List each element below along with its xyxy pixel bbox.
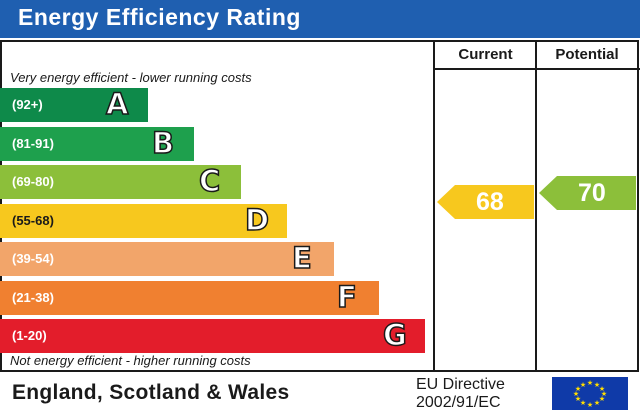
band-range-label: (69-80)	[12, 174, 54, 189]
svg-text:★: ★	[580, 381, 586, 389]
frame-right-border	[637, 40, 639, 372]
potential-column-header: Potential	[555, 46, 619, 63]
rating-band-d: (55-68) D	[0, 202, 287, 238]
band-range-label: (92+)	[12, 97, 43, 112]
svg-text:★: ★	[587, 401, 593, 409]
band-letter: E	[291, 240, 312, 276]
eu-flag-icon: ★ ★ ★ ★ ★ ★ ★ ★ ★ ★ ★ ★	[552, 377, 628, 410]
band-letter: C	[198, 163, 221, 199]
band-letter: F	[336, 279, 357, 315]
band-range-label: (39-54)	[12, 251, 54, 266]
eu-directive-label: EU Directive 2002/91/EC	[416, 376, 505, 412]
band-range-label: (81-91)	[12, 135, 54, 151]
svg-text:★: ★	[594, 399, 600, 407]
band-letter: G	[382, 317, 407, 353]
chart-title: Energy Efficiency Rating	[18, 4, 301, 30]
rating-band-f: (21-38) F	[0, 279, 379, 315]
svg-text:★: ★	[587, 379, 593, 387]
svg-text:★: ★	[575, 385, 581, 393]
band-range-label: (1-20)	[12, 328, 47, 343]
rating-band-a: (92+) A	[0, 86, 148, 122]
eu-directive-line2: 2002/91/EC	[416, 394, 501, 411]
potential-rating-value: 70	[578, 179, 606, 207]
svg-text:★: ★	[601, 390, 607, 398]
potential-column-divider	[535, 40, 537, 372]
eu-directive-line1: EU Directive	[416, 376, 505, 393]
svg-text:★: ★	[580, 399, 586, 407]
svg-text:★: ★	[575, 395, 581, 403]
current-rating-value: 68	[476, 188, 504, 216]
band-range-label: (55-68)	[12, 212, 54, 228]
svg-text:★: ★	[573, 390, 579, 398]
rating-band-e: (39-54) E	[0, 240, 334, 276]
region-label: England, Scotland & Wales	[12, 381, 290, 404]
column-header-divider	[434, 68, 640, 70]
current-column-header: Current	[458, 46, 513, 63]
current-rating-arrow	[437, 185, 534, 219]
bottom-note: Not energy efficient - higher running co…	[10, 353, 251, 368]
band-letter: B	[151, 125, 175, 161]
svg-text:★: ★	[599, 385, 605, 393]
eu-stars-icon: ★ ★ ★ ★ ★ ★ ★ ★ ★ ★ ★ ★	[573, 379, 607, 409]
rating-band-b: (81-91) B	[0, 125, 194, 161]
band-letter: D	[244, 202, 270, 238]
top-note: Very energy efficient - lower running co…	[10, 70, 252, 85]
current-column-divider	[433, 40, 435, 372]
rating-band-c: (69-80) C	[0, 163, 241, 199]
band-range-label: (21-38)	[12, 289, 54, 305]
svg-text:★: ★	[594, 381, 600, 389]
potential-rating-arrow	[539, 176, 636, 210]
header-bar: Energy Efficiency Rating	[0, 0, 640, 38]
rating-band-g: (1-20) G	[0, 317, 425, 353]
band-letter: A	[105, 86, 129, 122]
svg-text:★: ★	[599, 395, 605, 403]
